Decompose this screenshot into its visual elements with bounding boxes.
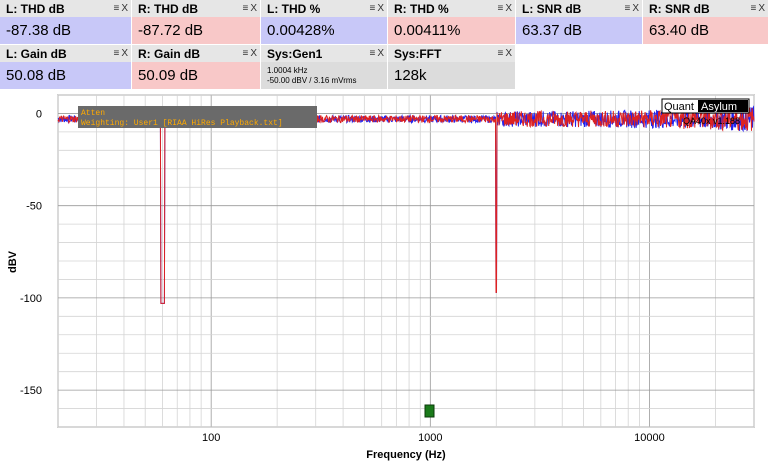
annotation-box: Atten Weighting: User1 [RIAA HiRes Playb…	[78, 106, 317, 128]
tile-value: 128k	[388, 62, 515, 89]
tile-title: Sys:Gen1	[267, 46, 323, 61]
x-tick-labels: 100 1000 10000	[202, 432, 665, 444]
menu-icon[interactable]: ≡	[624, 2, 631, 14]
close-icon[interactable]: X	[250, 2, 257, 14]
tile-value: -87.72 dB	[132, 17, 260, 44]
menu-icon[interactable]: ≡	[497, 2, 504, 14]
tile-value: 50.08 dB	[0, 62, 131, 89]
menu-icon[interactable]: ≡	[113, 2, 120, 14]
version-label: QA40x v1.188	[683, 116, 740, 126]
tile-r-thd-db[interactable]: R: THD dB ≡ X -87.72 dB	[132, 0, 261, 44]
tile-title: Sys:FFT	[394, 46, 442, 61]
generator-marker[interactable]	[424, 404, 435, 418]
x-axis-label: Frequency (Hz)	[366, 449, 446, 461]
tile-title: L: SNR dB	[522, 1, 582, 16]
tile-sys-gen1[interactable]: Sys:Gen1 ≡ X 1.0004 kHz -50.00 dBV / 3.16…	[261, 45, 388, 89]
x-tick-label: 100	[202, 432, 220, 444]
tile-value: -87.38 dB	[0, 17, 131, 44]
y-tick-labels: 0 -50 -100 -150	[20, 108, 42, 397]
close-icon[interactable]: X	[505, 47, 512, 59]
y-tick-label: -50	[26, 201, 42, 213]
tile-title: R: THD dB	[138, 1, 198, 16]
menu-icon[interactable]: ≡	[113, 47, 120, 59]
tile-title: R: Gain dB	[138, 46, 200, 61]
tile-l-thd-pct[interactable]: L: THD % ≡ X 0.00428%	[261, 0, 388, 44]
menu-icon[interactable]: ≡	[497, 47, 504, 59]
annotation-line2: Weighting: User1 [RIAA HiRes Playback.tx…	[81, 119, 283, 128]
close-icon[interactable]: X	[505, 2, 512, 14]
tile-value: 0.00411%	[388, 17, 515, 44]
quantasylum-logo: Quant Asylum	[661, 98, 750, 114]
grid-lines	[57, 94, 755, 428]
close-icon[interactable]: X	[250, 47, 257, 59]
gen-level: -50.00 dBV / 3.16 mVrms	[267, 75, 357, 85]
close-icon[interactable]: X	[121, 2, 128, 14]
x-tick-label: 1000	[418, 432, 442, 444]
tile-value: 63.37 dB	[516, 17, 642, 44]
menu-icon[interactable]: ≡	[369, 2, 376, 14]
tile-r-thd-pct[interactable]: R: THD % ≡ X 0.00411%	[388, 0, 516, 44]
tile-title: L: Gain dB	[6, 46, 67, 61]
tile-title: R: THD %	[394, 1, 449, 16]
tile-value: 50.09 dB	[132, 62, 260, 89]
menu-icon[interactable]: ≡	[242, 47, 249, 59]
logo-text-left: Quant	[664, 101, 694, 113]
close-icon[interactable]: X	[377, 47, 384, 59]
tile-value: 63.40 dB	[643, 17, 768, 44]
tile-r-snr-db[interactable]: R: SNR dB ≡ X 63.40 dB	[643, 0, 769, 44]
x-tick-label: 10000	[634, 432, 665, 444]
close-icon[interactable]: X	[758, 2, 765, 14]
close-icon[interactable]: X	[377, 2, 384, 14]
gen-frequency: 1.0004 kHz	[267, 65, 308, 75]
tile-value: 0.00428%	[261, 17, 387, 44]
y-axis-label: dBV	[7, 250, 19, 273]
tile-r-gain-db[interactable]: R: Gain dB ≡ X 50.09 dB	[132, 45, 261, 89]
tile-title: L: THD %	[267, 1, 321, 16]
menu-icon[interactable]: ≡	[242, 2, 249, 14]
tile-title: R: SNR dB	[649, 1, 710, 16]
menu-icon[interactable]: ≡	[369, 47, 376, 59]
tile-l-gain-db[interactable]: L: Gain dB ≡ X 50.08 dB	[0, 45, 132, 89]
y-tick-label: -150	[20, 385, 42, 397]
close-icon[interactable]: X	[632, 2, 639, 14]
tile-title: L: THD dB	[6, 1, 65, 16]
tile-l-snr-db[interactable]: L: SNR dB ≡ X 63.37 dB	[516, 0, 643, 44]
y-tick-label: 0	[36, 108, 42, 120]
menu-icon[interactable]: ≡	[750, 2, 757, 14]
tile-value: 1.0004 kHz -50.00 dBV / 3.16 mVrms	[261, 62, 387, 89]
annotation-line1: Atten	[81, 109, 105, 118]
tile-sys-fft[interactable]: Sys:FFT ≡ X 128k	[388, 45, 516, 89]
logo-text-right: Asylum	[701, 101, 737, 113]
y-tick-label: -100	[20, 293, 42, 305]
tile-l-thd-db[interactable]: L: THD dB ≡ X -87.38 dB	[0, 0, 132, 44]
close-icon[interactable]: X	[121, 47, 128, 59]
